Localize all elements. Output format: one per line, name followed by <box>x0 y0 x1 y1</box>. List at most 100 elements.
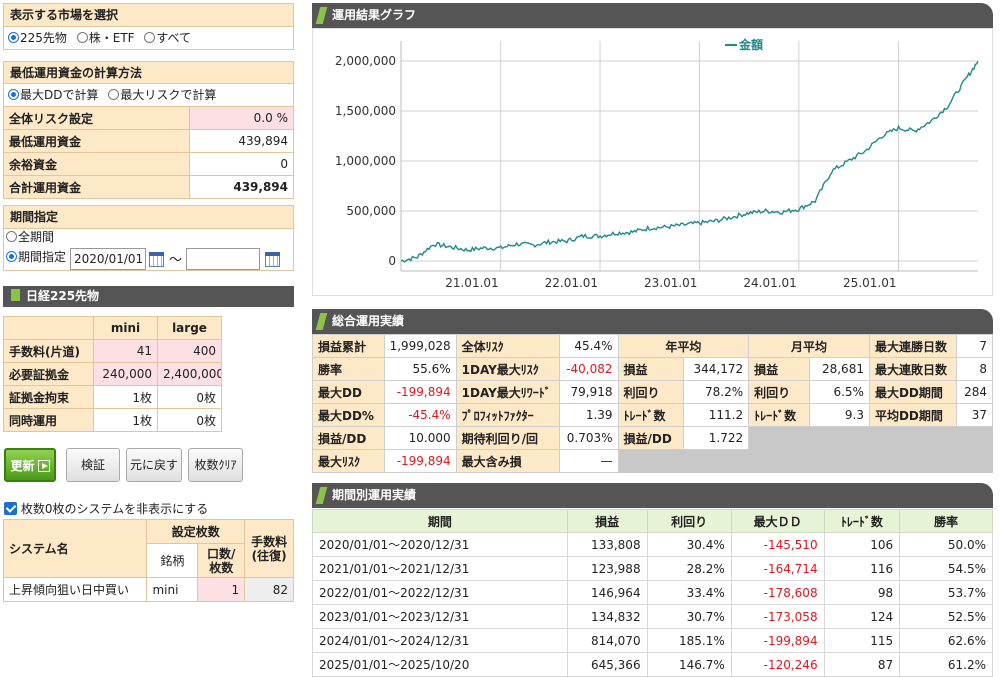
period-results-table: 期間 損益 利回り 最大ＤＤ ﾄﾚｰﾄﾞ数 勝率 2020/01/01〜2020/12/31… <box>312 509 993 677</box>
col-mini: mini <box>93 316 158 340</box>
radio-unchecked-icon[interactable] <box>6 231 17 242</box>
summary-value: 7 <box>955 334 994 358</box>
system-symbol: mini <box>146 577 199 602</box>
table-row: 損益累計 1,999,028 全体ﾘｽｸ 45.4% 年平均 月平均 最大連勝日数 7 <box>312 334 994 358</box>
period-cell: -164,714 <box>730 556 825 581</box>
table-row: 2023/01/01〜2023/12/31 134,832 30.7% -173,05… <box>312 604 993 629</box>
graph-header: 運用結果グラフ <box>312 3 993 28</box>
summary-label: 1DAY最大ﾘｽｸ <box>455 357 560 381</box>
radio-checked-icon[interactable] <box>8 32 19 43</box>
table-row: 銘柄 口数/枚数 <box>4 543 294 578</box>
table-row: 最大DD% -45.4% ﾌﾟﾛﾌｨｯﾄﾌｧｸﾀｰ 1.39 ﾄﾚｰﾄﾞ数 111.2 ﾄﾚ… <box>312 403 994 427</box>
summary-label: 最大連勝日数 <box>868 334 957 358</box>
summary-label: ﾄﾚｰﾄﾞ数 <box>748 403 811 427</box>
calendar-icon[interactable] <box>265 252 280 267</box>
period-radio-range[interactable]: 期間指定 <box>4 245 293 269</box>
radio-unchecked-icon[interactable] <box>144 32 156 43</box>
end-date-input[interactable] <box>186 248 260 270</box>
summary-empty-cell <box>809 449 870 473</box>
radio-checked-icon[interactable] <box>8 89 19 100</box>
summary-label: 利回り <box>748 380 811 404</box>
period-cell: 98 <box>823 580 901 605</box>
table-row: 同時運用 1枚 0枚 <box>2 408 223 432</box>
clear-quantity-button[interactable]: 枚数ｸﾘｱ <box>188 448 243 482</box>
system-quantity-input[interactable]: 1 <box>197 577 246 602</box>
x-tick-label: 24.01.01 <box>743 276 796 290</box>
col-large: large <box>156 316 223 340</box>
period-cell: 2021/01/01〜2021/12/31 <box>312 556 568 581</box>
period-cell: 50.0% <box>899 532 993 557</box>
concurrent-large: 0枚 <box>156 408 223 432</box>
y-tick-label: 1,500,000 <box>335 104 396 118</box>
col-quantity: 口数/枚数 <box>197 543 246 578</box>
summary-value: 1,999,028 <box>383 334 457 358</box>
table-row: mini large <box>2 316 223 340</box>
period-cell: 115 <box>823 628 901 653</box>
total-risk-input[interactable]: 0.0 % <box>189 106 294 130</box>
radio-checked-icon[interactable] <box>6 251 17 262</box>
reset-button[interactable]: 元に戻す <box>126 448 182 482</box>
summary-label: 年平均 <box>617 334 750 358</box>
margin-large-input[interactable]: 2,400,000 <box>156 362 223 386</box>
table-row: 合計運用資金 439,894 <box>3 175 294 199</box>
x-tick-label: 25.01.01 <box>843 276 896 290</box>
radio-unchecked-icon[interactable] <box>108 89 120 100</box>
period-cell: 2022/01/01〜2022/12/31 <box>312 580 568 605</box>
summary-empty-cell <box>809 426 870 450</box>
summary-empty-cell <box>682 449 750 473</box>
summary-label: 最大含み損 <box>455 449 560 473</box>
period-cell: 33.4% <box>646 580 732 605</box>
period-col-header: 期間 <box>312 509 568 533</box>
radio-unchecked-icon[interactable] <box>76 32 88 43</box>
period-col-header: 最大ＤＤ <box>730 509 825 533</box>
market-radio-stock-etf[interactable]: 株・ETF <box>76 31 141 45</box>
period-cell: 2023/01/01〜2023/12/31 <box>312 604 568 629</box>
summary-label: 期待利回り/回 <box>455 426 560 450</box>
margin-bind-large: 0枚 <box>156 385 223 409</box>
summary-label: 最大DD% <box>312 403 385 427</box>
checkbox-checked-icon[interactable] <box>4 502 17 515</box>
spare-capital-value: 0 <box>189 152 294 176</box>
total-capital-label: 合計運用資金 <box>3 175 190 199</box>
period-cell: 124 <box>823 604 901 629</box>
market-radio-all[interactable]: すべて <box>144 31 197 45</box>
fee-mini-input[interactable]: 41 <box>93 339 158 363</box>
period-cell: 61.2% <box>899 652 993 677</box>
update-button[interactable]: 更新 <box>4 448 56 482</box>
summary-value: 8 <box>955 357 994 381</box>
period-cell: 53.7% <box>899 580 993 605</box>
table-row: 手数料(片道) 41 400 <box>2 339 223 363</box>
period-col-header: 勝率 <box>899 509 993 533</box>
y-tick-label: 0 <box>388 254 396 268</box>
total-capital-value: 439,894 <box>189 175 294 199</box>
system-name[interactable]: 上昇傾向狙い日中買い <box>2 577 148 602</box>
calc-radio-max-risk[interactable]: 最大リスクで計算 <box>108 88 222 102</box>
table-row: 全体リスク設定 0.0 % <box>3 106 294 130</box>
period-cell: -178,608 <box>730 580 825 605</box>
min-capital-title: 最低運用資金の計算方法 <box>3 61 294 84</box>
table-row: 2024/01/01〜2024/12/31 814,070 185.1% -199,8… <box>312 628 993 653</box>
summary-label: ﾄﾚｰﾄﾞ数 <box>617 403 684 427</box>
summary-value: -40,082 <box>558 357 619 381</box>
calc-radio-max-dd[interactable]: 最大DDで計算 <box>8 88 104 102</box>
fee-large-input[interactable]: 400 <box>156 339 223 363</box>
verify-button[interactable]: 検証 <box>66 448 120 482</box>
summary-value: 78.2% <box>682 380 750 404</box>
summary-value: 79,918 <box>558 380 619 404</box>
summary-value: 55.6% <box>383 357 457 381</box>
hide-zero-checkbox[interactable]: 枚数0枚のシステムを非表示にする <box>4 500 208 517</box>
summary-label: 平均DD期間 <box>868 403 957 427</box>
summary-label: 損益累計 <box>312 334 385 358</box>
green-square-icon <box>11 289 20 301</box>
period-col-header: 利回り <box>646 509 732 533</box>
y-tick-label: 500,000 <box>346 204 396 218</box>
col-setting: 設定枚数 <box>146 519 246 544</box>
calendar-icon[interactable] <box>149 252 164 267</box>
period-radio-all[interactable]: 全期間 <box>4 229 293 245</box>
summary-empty-cell <box>955 426 994 450</box>
market-radio-225[interactable]: 225先物 <box>8 31 73 45</box>
start-date-input[interactable]: 2020/01/01 <box>70 248 146 270</box>
summary-label: 損益 <box>617 357 684 381</box>
margin-mini-input[interactable]: 240,000 <box>93 362 158 386</box>
summary-label: 損益/DD <box>312 426 385 450</box>
